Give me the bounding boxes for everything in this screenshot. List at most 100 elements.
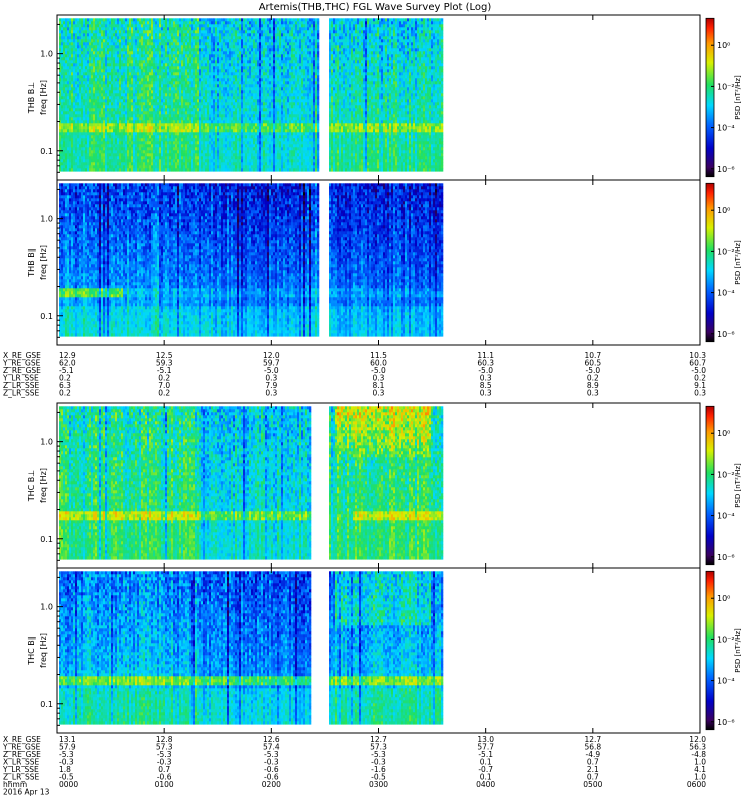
spectrogram-cell <box>223 93 226 97</box>
spectrogram-cell <box>177 168 180 172</box>
spectrogram-cell <box>103 45 106 49</box>
spectrogram-cell <box>93 63 96 67</box>
spectrogram-cell <box>99 165 102 169</box>
spectrogram-cell <box>153 75 156 79</box>
spectrogram-cell <box>205 57 208 61</box>
spectrogram-cell <box>71 87 74 91</box>
spectrogram-cell <box>79 99 82 103</box>
spectrogram-cell <box>101 18 104 22</box>
spectrogram-cell <box>179 111 182 115</box>
spectrogram-cell <box>145 36 148 40</box>
spectrogram-cell <box>147 165 150 169</box>
spectrogram-cell <box>249 162 252 166</box>
spectrogram-cell <box>191 87 194 91</box>
spectrogram-cell <box>85 150 88 154</box>
spectrogram-cell <box>159 45 162 49</box>
spectrogram-cell <box>95 141 98 145</box>
spectrogram-cell <box>211 141 214 145</box>
spectrogram-cell <box>151 120 154 124</box>
spectrogram-cell <box>121 54 124 58</box>
spectrogram-cell <box>163 138 166 142</box>
spectrogram-cell <box>219 126 222 130</box>
spectrogram-cell <box>145 66 148 70</box>
spectrogram-cell <box>109 168 112 172</box>
spectrogram-cell <box>161 168 164 172</box>
spectrogram-cell <box>101 141 104 145</box>
spectrogram-cell <box>165 87 168 91</box>
spectrogram-cell <box>65 102 68 106</box>
spectrogram-cell <box>185 78 188 82</box>
spectrogram-cell <box>243 93 246 97</box>
spectrogram-cell <box>93 27 96 31</box>
spectrogram-cell <box>225 42 228 46</box>
spectrogram-cell <box>143 60 146 64</box>
spectrogram-cell <box>123 141 126 145</box>
spectrogram-cell <box>183 114 186 118</box>
spectrogram-cell <box>147 84 150 88</box>
spectrogram-cell <box>181 111 184 115</box>
spectrogram-cell <box>153 72 156 76</box>
spectrogram-cell <box>85 72 88 76</box>
spectrogram-cell <box>169 114 172 118</box>
spectrogram-cell <box>97 96 100 100</box>
spectrogram-cell <box>179 18 182 22</box>
spectrogram-cell <box>101 117 104 121</box>
spectrogram-cell <box>119 39 122 43</box>
spectrogram-cell <box>59 162 62 166</box>
spectrogram-cell <box>133 18 136 22</box>
spectrogram-cell <box>251 132 254 136</box>
spectrogram-cell <box>101 144 104 148</box>
spectrogram-cell <box>95 99 98 103</box>
spectrogram-cell <box>95 78 98 82</box>
spectrogram-cell <box>153 165 156 169</box>
spectrogram-cell <box>135 165 138 169</box>
spectrogram-cell <box>169 48 172 52</box>
spectrogram-cell <box>213 138 216 142</box>
spectrogram-cell <box>241 123 244 127</box>
spectrogram-cell <box>249 81 252 85</box>
chart-title: Artemis(THB,THC) FGL Wave Survey Plot (L… <box>259 2 492 13</box>
spectrogram-cell <box>131 96 134 100</box>
spectrogram-cell <box>239 24 242 28</box>
spectrogram-cell <box>111 132 114 136</box>
spectrogram-cell <box>181 153 184 157</box>
spectrogram-cell <box>227 129 230 133</box>
spectrogram-cell <box>189 135 192 139</box>
spectrogram-cell <box>101 156 104 160</box>
spectrogram-cell <box>253 33 256 37</box>
spectrogram-cell <box>109 96 112 100</box>
spectrogram-cell <box>59 75 62 79</box>
spectrogram-cell <box>123 144 126 148</box>
spectrogram-cell <box>133 63 136 67</box>
spectrogram-cell <box>107 90 110 94</box>
spectrogram-cell <box>199 33 202 37</box>
spectrogram-cell <box>59 129 62 133</box>
spectrogram-cell <box>141 117 144 121</box>
spectrogram-cell <box>195 135 198 139</box>
spectrogram-cell <box>127 153 130 157</box>
spectrogram-cell <box>63 120 66 124</box>
spectrogram-cell <box>85 141 88 145</box>
spectrogram-cell <box>93 30 96 34</box>
spectrogram-cell <box>179 123 182 127</box>
spectrogram-cell <box>227 72 230 76</box>
spectrogram-cell <box>151 48 154 52</box>
spectrogram-cell <box>227 102 230 106</box>
spectrogram-cell <box>191 111 194 115</box>
spectrogram-cell <box>123 57 126 61</box>
spectrogram-cell <box>233 102 236 106</box>
spectrogram-cell <box>153 36 156 40</box>
spectrogram-cell <box>197 108 200 112</box>
spectrogram-cell <box>99 75 102 79</box>
spectrogram-cell <box>195 39 198 43</box>
spectrogram-cell <box>85 36 88 40</box>
spectrogram-cell <box>169 45 172 49</box>
spectrogram-cell <box>241 78 244 82</box>
spectrogram-cell <box>239 57 242 61</box>
spectrogram-cell <box>117 42 120 46</box>
spectrogram-cell <box>121 102 124 106</box>
spectrogram-cell <box>109 48 112 52</box>
spectrogram-cell <box>105 162 108 166</box>
spectrogram-cell <box>207 39 210 43</box>
spectrogram-cell <box>129 42 132 46</box>
